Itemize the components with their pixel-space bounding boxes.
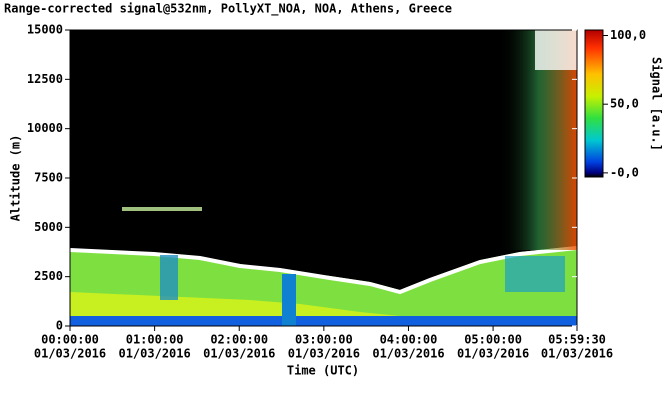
- x-tick-label: 05:00:00: [464, 333, 522, 347]
- x-tick-date: 01/03/2016: [203, 347, 275, 361]
- x-tick-date: 01/03/2016: [457, 347, 529, 361]
- x-tick-date: 01/03/2016: [541, 347, 613, 361]
- x-tick-label: 02:00:00: [210, 333, 268, 347]
- gap: [505, 256, 565, 292]
- aerosol-layer-high: [70, 292, 420, 318]
- near-range: [70, 316, 577, 326]
- gap: [282, 274, 296, 326]
- colorbar-tick-label: 50,0: [610, 97, 639, 111]
- x-tick-date: 01/03/2016: [288, 347, 360, 361]
- y-axis-label: Altitude (m): [9, 135, 23, 222]
- x-tick-date: 01/03/2016: [118, 347, 190, 361]
- y-tick-label: 0: [56, 319, 63, 333]
- y-tick-label: 2500: [34, 269, 63, 283]
- x-tick-label: 01:00:00: [126, 333, 184, 347]
- y-tick-label: 15000: [27, 23, 63, 37]
- heatmap: [69, 30, 578, 326]
- noise-region: [535, 30, 577, 70]
- colorbar-label: Signal [a.u.]: [650, 57, 664, 151]
- x-tick-date: 01/03/2016: [34, 347, 106, 361]
- x-tick-date: 01/03/2016: [372, 347, 444, 361]
- x-tick-label: 00:00:00: [41, 333, 99, 347]
- y-tick-label: 5000: [34, 220, 63, 234]
- y-tick-label: 12500: [27, 72, 63, 86]
- colorbar-tick-label: 100,0: [610, 28, 646, 42]
- cloud: [122, 207, 202, 211]
- x-tick-label: 05:59:30: [548, 333, 606, 347]
- x-axis-label: Time (UTC): [287, 364, 359, 378]
- chart-title: Range-corrected signal@532nm, PollyXT_NO…: [4, 2, 452, 17]
- y-tick-label: 10000: [27, 121, 63, 135]
- colorbar: [584, 29, 604, 178]
- x-tick-label: 03:00:00: [295, 333, 353, 347]
- colorbar-tick-label: -0,0: [610, 165, 639, 179]
- y-tick-label: 7500: [34, 171, 63, 185]
- gap: [160, 255, 178, 300]
- x-tick-label: 04:00:00: [380, 333, 438, 347]
- layer-top: [69, 246, 578, 295]
